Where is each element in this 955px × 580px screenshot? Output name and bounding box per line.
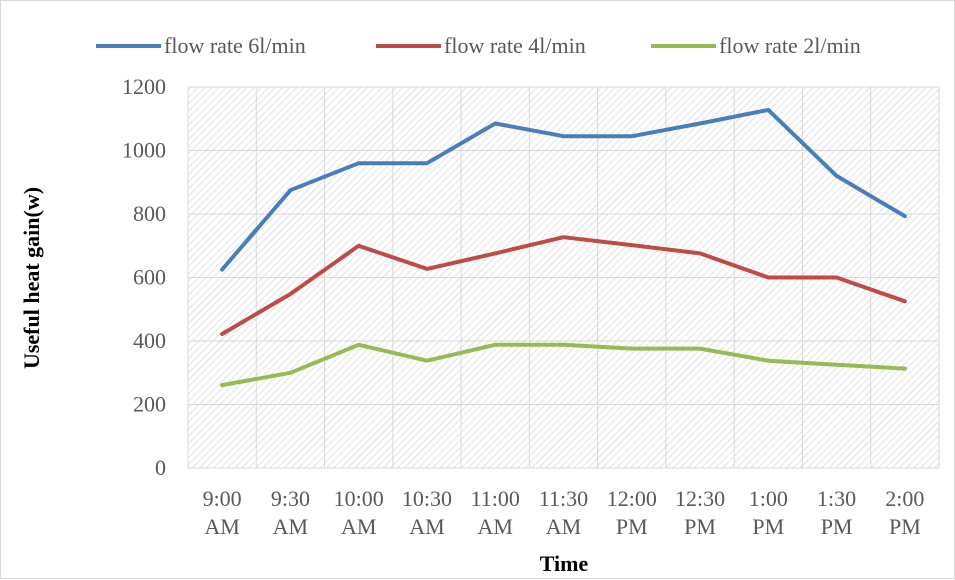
- x-tick-label: AM: [478, 514, 513, 539]
- x-tick-label: 9:30: [271, 486, 310, 511]
- y-tick-label: 200: [133, 392, 166, 417]
- y-tick-label: 400: [133, 328, 166, 353]
- series-line-1: [220, 107, 907, 272]
- legend-label-1: flow rate 6l/min: [164, 33, 306, 58]
- legend-label-3: flow rate 2l/min: [719, 33, 861, 58]
- x-tick-label: AM: [204, 514, 239, 539]
- x-tick-label: PM: [752, 514, 784, 539]
- legend-label-2: flow rate 4l/min: [444, 33, 586, 58]
- x-tick-label: PM: [616, 514, 648, 539]
- x-tick-label: AM: [273, 514, 308, 539]
- y-tick-label: 1000: [122, 138, 166, 163]
- series-lines: [220, 107, 907, 388]
- series-line-3: [220, 342, 907, 388]
- x-tick-label: 10:00: [334, 486, 384, 511]
- y-tick-label: 1200: [122, 74, 166, 99]
- x-tick-label: 11:00: [471, 486, 520, 511]
- x-tick-label: AM: [546, 514, 581, 539]
- x-tick-label: AM: [409, 514, 444, 539]
- x-tick-label: 1:30: [817, 486, 856, 511]
- x-axis-title: Time: [540, 551, 589, 576]
- x-tick-label: PM: [684, 514, 716, 539]
- y-axis-ticks: 0 200 400 600 800 1000 1200: [122, 74, 166, 480]
- x-axis-ticks: 9:00 AM 9:30 AM 10:00 AM 10:30 AM 11:00 AM 11:30 AM…: [203, 486, 925, 539]
- x-tick-label: 2:00: [885, 486, 924, 511]
- gridlines: [187, 86, 940, 469]
- x-tick-label: 12:00: [607, 486, 657, 511]
- y-tick-label: 0: [155, 455, 166, 480]
- x-tick-label: 9:00: [203, 486, 242, 511]
- x-tick-label: PM: [889, 514, 921, 539]
- y-axis-title: Useful heat gain(w): [19, 187, 44, 369]
- x-tick-label: AM: [341, 514, 376, 539]
- y-tick-label: 600: [133, 265, 166, 290]
- y-tick-label: 800: [133, 201, 166, 226]
- x-tick-label: 1:00: [749, 486, 788, 511]
- x-tick-label: 12:30: [675, 486, 725, 511]
- series-line-2: [220, 235, 907, 336]
- x-tick-label: 11:30: [539, 486, 588, 511]
- x-tick-label: 10:30: [402, 486, 452, 511]
- legend: flow rate 6l/min flow rate 4l/min flow rat…: [96, 33, 861, 58]
- x-tick-label: PM: [821, 514, 853, 539]
